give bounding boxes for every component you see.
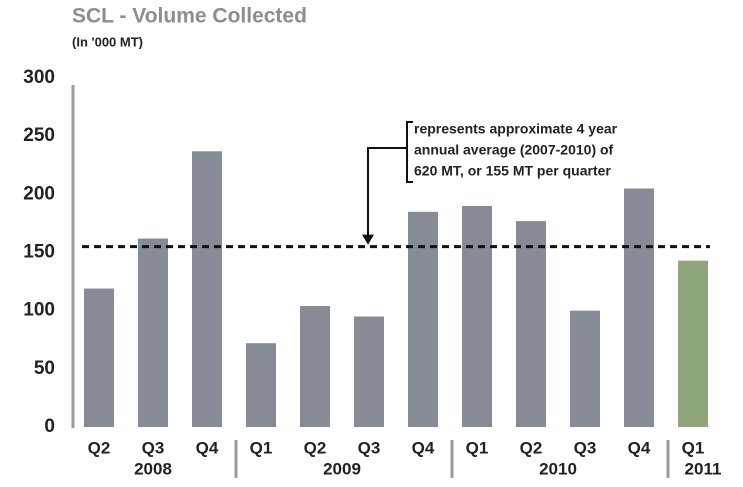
y-tick-label: 150 xyxy=(23,242,55,263)
x-tick-label: Q3 xyxy=(142,438,165,457)
bar xyxy=(192,151,222,428)
bar xyxy=(624,188,654,427)
y-tick-label: 200 xyxy=(23,183,55,204)
x-tick-label: Q3 xyxy=(574,438,597,457)
bar xyxy=(246,343,276,427)
annotation-text: 620 MT, or 155 MT per quarter xyxy=(414,163,611,179)
bar xyxy=(408,211,438,427)
x-tick-label: Q1 xyxy=(682,438,705,457)
bar xyxy=(462,205,492,427)
bar xyxy=(570,310,600,427)
chart-title: SCL - Volume Collected xyxy=(72,5,307,28)
x-tick-label: Q1 xyxy=(250,438,273,457)
y-tick-label: 0 xyxy=(44,416,55,437)
bar xyxy=(84,288,114,427)
chart-subtitle: (In '000 MT) xyxy=(72,34,143,49)
x-tick-label: Q2 xyxy=(520,438,543,457)
bar xyxy=(300,306,330,427)
x-tick-label: Q3 xyxy=(358,438,381,457)
x-tick-label: Q1 xyxy=(466,438,489,457)
x-tick-label: Q4 xyxy=(412,438,435,457)
x-tick-label: Q4 xyxy=(196,438,219,457)
bar xyxy=(516,221,546,427)
group-label: 2010 xyxy=(539,459,577,478)
arrow-head xyxy=(362,234,374,245)
group-label: 2008 xyxy=(134,459,172,478)
y-tick-label: 50 xyxy=(34,358,55,379)
annotation-arrow xyxy=(367,147,407,239)
group-label: 2009 xyxy=(323,459,361,478)
group-label: 2011 xyxy=(685,459,722,478)
y-tick-label: 300 xyxy=(23,67,55,88)
bar xyxy=(138,238,168,427)
x-tick-label: Q2 xyxy=(88,438,111,457)
annotation-text: represents approximate 4 year xyxy=(414,121,618,137)
bar xyxy=(678,260,708,427)
x-tick-label: Q4 xyxy=(628,438,651,457)
y-tick-label: 250 xyxy=(23,125,55,146)
annotation-text: annual average (2007-2010) of xyxy=(414,142,614,158)
x-tick-label: Q2 xyxy=(304,438,327,457)
y-tick-label: 100 xyxy=(23,300,55,321)
annotation-bracket xyxy=(406,121,413,183)
bar xyxy=(354,316,384,427)
